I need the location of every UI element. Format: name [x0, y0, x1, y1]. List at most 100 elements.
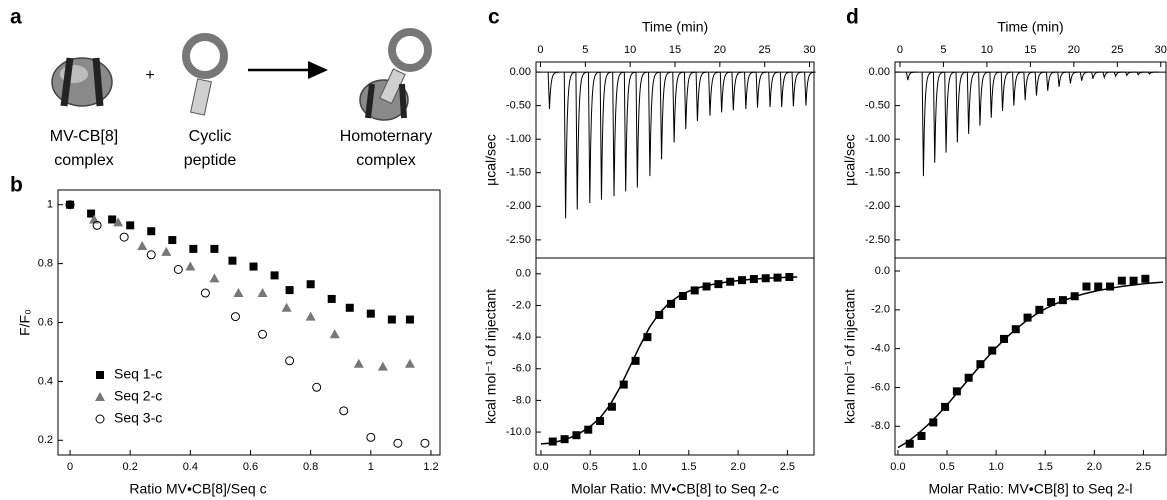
marker-triangle — [305, 311, 316, 321]
marker-triangle — [185, 261, 196, 271]
reaction-arrow — [248, 61, 328, 79]
marker-square — [1129, 276, 1138, 285]
y-tick-label: -2.00 — [865, 200, 890, 212]
injection-peak — [1147, 71, 1159, 75]
x-tick-label: 0.0 — [890, 461, 905, 473]
y-tick-label: 0.8 — [38, 258, 53, 270]
injection-peak — [599, 71, 612, 200]
diagram-caption: peptide — [184, 152, 237, 169]
injection-peak — [1000, 71, 1012, 112]
marker-square — [387, 315, 396, 324]
y-tick-label: -8.0 — [512, 394, 531, 406]
marker-square — [596, 416, 605, 425]
y-tick-label: -0.50 — [506, 100, 531, 112]
injection-peak — [966, 71, 979, 134]
chart-thermogram: 0.00 -0.50 -1.00 -1.50 -2.00 -2.50 0 5 10 15 20 25 3… — [842, 19, 1167, 259]
y-tick-label: 1 — [47, 199, 53, 211]
x-tick-label: 0 — [897, 44, 903, 56]
marker-square — [655, 310, 664, 319]
panel-label: b — [10, 174, 23, 197]
x-tick-label: 1 — [368, 461, 374, 473]
injection-peak — [563, 71, 576, 219]
panel-label: d — [846, 6, 859, 29]
injection-peak — [744, 71, 756, 110]
y-axis-title: kcal mol⁻¹ of injectant — [842, 289, 858, 424]
x-tick-label: 15 — [1024, 44, 1036, 56]
marker-square — [1082, 282, 1091, 291]
injection-peak — [1057, 71, 1069, 87]
y-axis-title: µcal/sec — [483, 134, 499, 186]
injection-peak — [1068, 71, 1080, 84]
marker-square — [405, 315, 414, 324]
injection-peak — [755, 71, 768, 108]
x-tick-label: 0.4 — [183, 461, 198, 473]
marker-circle — [312, 382, 322, 392]
injection-peak — [672, 71, 684, 143]
marker-square — [249, 262, 258, 271]
marker-triangle — [209, 273, 220, 283]
marker-square — [1094, 282, 1103, 291]
injection-peak — [905, 71, 918, 81]
diagram-caption: Homoternary — [340, 128, 432, 145]
y-tick-label: -4.0 — [512, 331, 531, 343]
marker-circle — [200, 288, 210, 298]
x-tick-label: 5 — [582, 44, 588, 56]
injection-peak — [1034, 71, 1046, 96]
marker-square — [1047, 298, 1056, 307]
injection-peak — [719, 71, 732, 113]
x-axis-title: Ratio MV•CB[8]/Seq c — [129, 481, 266, 497]
marker-square — [1035, 305, 1044, 314]
injection-peak — [768, 71, 780, 108]
panel-label: c — [488, 6, 500, 29]
marker-square — [548, 437, 557, 446]
marker-square — [1106, 282, 1115, 291]
marker-circle — [366, 432, 376, 442]
x-tick-label: 0.6 — [243, 461, 258, 473]
y-tick-label: -0.50 — [865, 100, 890, 112]
y-tick-label: -2.0 — [512, 299, 531, 311]
marker-circle — [92, 220, 102, 230]
y-tick-label: 0.6 — [38, 316, 53, 328]
injection-peak — [989, 71, 1001, 118]
plot-frame — [894, 257, 1167, 456]
marker-circle — [339, 406, 349, 416]
y-tick-label: 0.00 — [510, 66, 531, 78]
y-tick-label: -6.0 — [512, 363, 531, 375]
chart-isotherm: 0.0 -2.0 -4.0 -6.0 -8.0 -10.0 0.0 0.5 1.0 1.5 2.0 2… — [483, 257, 815, 497]
x-axis-title: Molar Ratio: MV•CB[8] to Seq 2-c — [571, 481, 779, 497]
diagram: + — [51, 28, 432, 121]
mv-cb8-icon — [51, 57, 113, 107]
marker-triangle — [329, 329, 340, 339]
chart-isotherm: 0.0 -2.0 -4.0 -6.0 -8.0 0.0 0.5 1.0 1.5 2.0 2.5 Mol… — [842, 257, 1167, 497]
injection-peak — [932, 71, 945, 163]
plot-frame — [535, 257, 815, 456]
diagram-caption: MV-CB[8] — [50, 128, 118, 145]
marker-square — [1023, 313, 1032, 322]
marker-square — [306, 280, 315, 289]
y-tick-label: -2.00 — [506, 200, 531, 212]
marker-circle — [65, 200, 75, 210]
marker-circle — [230, 312, 240, 322]
x-tick-label: 2.5 — [1136, 461, 1151, 473]
injection-peak — [1079, 71, 1092, 81]
x-tick-label: 0 — [67, 461, 73, 473]
injection-peak — [791, 71, 804, 107]
peptide-icon — [182, 33, 228, 116]
injection-peak — [648, 71, 660, 177]
injection-peak — [659, 71, 672, 160]
y-tick-label: -4.0 — [871, 343, 890, 355]
marker-square — [643, 333, 652, 342]
injection-peak — [635, 71, 648, 188]
injection-peak — [955, 71, 967, 143]
injection-peak — [1023, 71, 1035, 101]
injection-peak — [1091, 71, 1103, 79]
marker-circle — [420, 438, 430, 448]
x-tick-label: 0.2 — [123, 461, 138, 473]
injection-peak — [547, 71, 560, 110]
plot-frame — [894, 61, 1167, 259]
marker-triangle — [113, 217, 124, 227]
homoternary-icon — [359, 28, 432, 121]
x-tick-label: 1.5 — [681, 461, 696, 473]
marker-circle — [285, 356, 295, 366]
